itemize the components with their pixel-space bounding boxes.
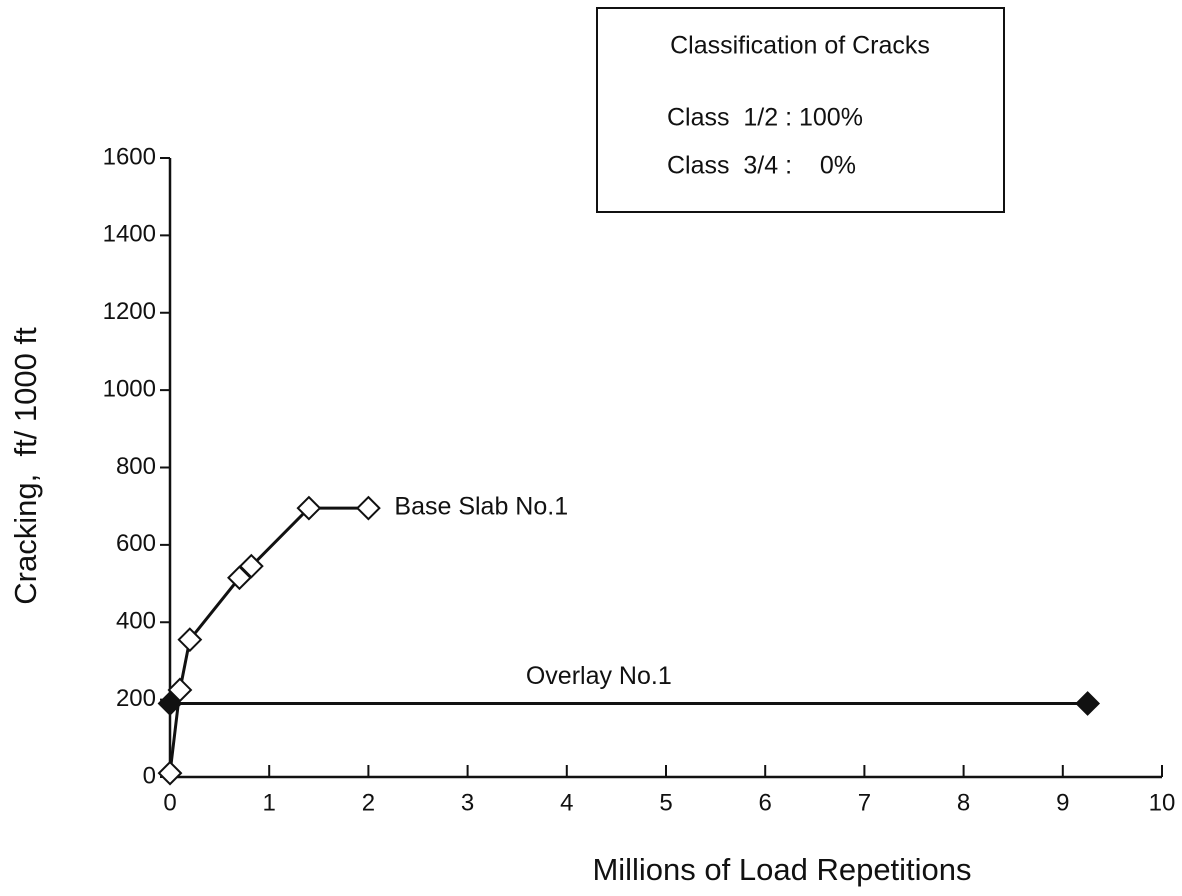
x-tick-label: 3 — [461, 789, 474, 816]
marker — [157, 691, 183, 716]
y-tick-label: 800 — [116, 453, 156, 480]
marker — [177, 627, 203, 653]
legend-line: Class 1/2 : 100% — [667, 104, 863, 132]
x-axis-title: Millions of Load Repetitions — [592, 852, 971, 887]
legend-title: Classification of Cracks — [670, 32, 930, 60]
x-tick-label: 10 — [1149, 789, 1176, 816]
marker — [227, 565, 252, 591]
x-tick-label: 4 — [560, 789, 573, 816]
x-tick-label: 2 — [362, 789, 375, 816]
marker — [1075, 691, 1101, 716]
marker — [157, 760, 183, 786]
y-tick-label: 1600 — [103, 143, 156, 170]
y-tick-label: 1200 — [103, 298, 156, 325]
y-tick-label: 600 — [116, 530, 156, 557]
marker — [355, 495, 381, 521]
y-axis-title: Cracking, ft/ 1000 ft — [8, 327, 43, 605]
y-tick-label: 1000 — [103, 375, 156, 402]
x-tick-label: 0 — [163, 789, 176, 816]
series-label: Base Slab No.1 — [394, 493, 568, 521]
x-tick-label: 6 — [759, 789, 772, 816]
x-tick-label: 7 — [858, 789, 871, 816]
y-tick-label: 0 — [143, 762, 156, 789]
x-tick-label: 5 — [659, 789, 672, 816]
y-tick-label: 200 — [116, 685, 156, 712]
series-label: Overlay No.1 — [526, 662, 672, 690]
marker — [238, 553, 264, 579]
y-tick-label: 400 — [116, 608, 156, 635]
y-tick-label: 1400 — [103, 221, 156, 248]
legend-box — [596, 7, 1005, 213]
x-tick-label: 8 — [957, 789, 970, 816]
x-tick-label: 1 — [263, 789, 276, 816]
marker — [167, 677, 193, 703]
marker — [296, 495, 322, 521]
x-tick-label: 9 — [1056, 789, 1069, 816]
legend-line: Class 3/4 : 0% — [667, 152, 856, 180]
